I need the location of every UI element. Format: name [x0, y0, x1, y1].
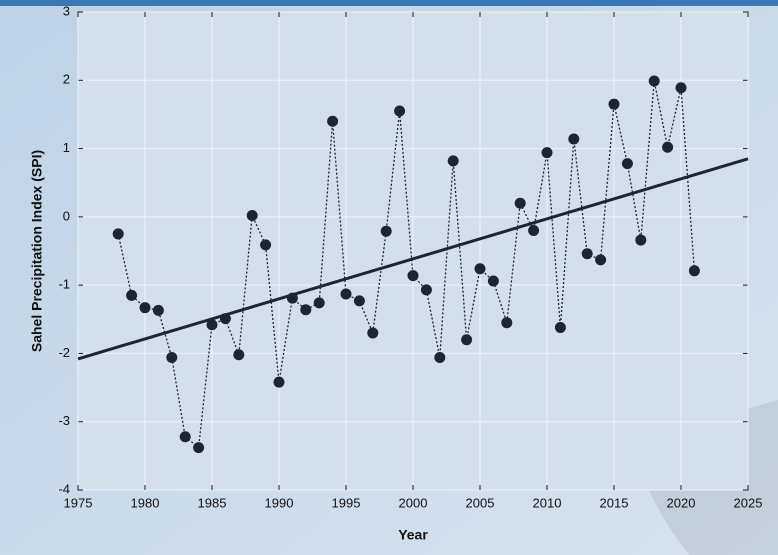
data-point	[166, 352, 178, 364]
y-tick-label: 1	[63, 140, 70, 155]
data-point	[246, 209, 258, 221]
data-point	[260, 239, 272, 251]
data-point	[407, 270, 419, 282]
data-point	[179, 431, 191, 443]
y-tick-label: -2	[58, 345, 70, 360]
data-point	[152, 304, 164, 316]
data-point	[688, 265, 700, 277]
x-tick-label: 2000	[399, 495, 428, 510]
data-point	[353, 295, 365, 307]
data-point	[286, 292, 298, 304]
x-tick-label: 1990	[265, 495, 294, 510]
data-point	[595, 254, 607, 266]
x-tick-label: 1975	[64, 495, 93, 510]
y-tick-label: -1	[58, 277, 70, 292]
trend-line	[77, 157, 749, 361]
data-point	[581, 248, 593, 260]
y-tick-label: 0	[63, 208, 70, 223]
data-point	[501, 317, 513, 329]
x-tick-label: 1985	[198, 495, 227, 510]
data-point	[273, 376, 285, 388]
data-point	[528, 225, 540, 237]
data-point	[340, 288, 352, 300]
x-tick-label: 2020	[667, 495, 696, 510]
data-point	[608, 98, 620, 110]
y-tick-label: -3	[58, 413, 70, 428]
data-point	[206, 319, 218, 331]
top-strip	[0, 0, 778, 6]
data-point	[193, 442, 205, 454]
data-point	[474, 263, 486, 275]
data-point	[300, 304, 312, 316]
y-tick-label: -4	[58, 481, 70, 496]
data-point	[367, 327, 379, 339]
y-tick-label: 2	[63, 72, 70, 87]
x-tick-label: 1980	[131, 495, 160, 510]
data-point	[514, 197, 526, 209]
data-point	[112, 228, 124, 240]
data-point	[447, 155, 459, 167]
data-point	[675, 82, 687, 94]
data-point	[621, 158, 633, 170]
data-point	[461, 334, 473, 346]
data-point	[313, 297, 325, 309]
data-point	[126, 289, 138, 301]
x-tick-label: 2025	[734, 495, 763, 510]
x-tick-label: 1995	[332, 495, 361, 510]
data-point	[420, 284, 432, 296]
x-axis-title: Year	[398, 527, 428, 543]
y-axis-title: Sahel Precipitation Index (SPI)	[29, 150, 45, 352]
data-point	[394, 105, 406, 117]
data-point	[662, 141, 674, 153]
data-point	[327, 115, 339, 127]
data-point	[219, 313, 231, 325]
x-tick-label: 2005	[466, 495, 495, 510]
data-point	[434, 352, 446, 364]
x-tick-label: 2010	[533, 495, 562, 510]
data-point	[541, 147, 553, 159]
data-point	[554, 321, 566, 333]
data-point	[568, 133, 580, 145]
plot-layer: -4 -3 -2 -1 0 1 2 3 1975 1980 1985 1990 1995 2000 2005…	[58, 3, 762, 510]
data-point	[380, 225, 392, 237]
y-tick-label: 3	[63, 3, 70, 18]
x-tick-label: 2015	[600, 495, 629, 510]
data-point	[648, 75, 660, 87]
data-point	[139, 302, 151, 314]
data-point	[233, 349, 245, 361]
data-point	[635, 234, 647, 246]
data-point	[487, 275, 499, 287]
